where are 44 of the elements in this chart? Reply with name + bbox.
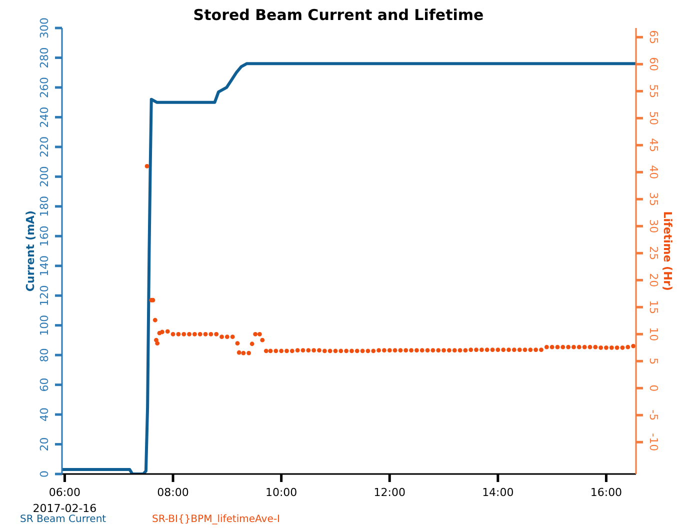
text: 2017-02-16 — [32, 502, 97, 515]
y-tick-label: 100 — [38, 314, 51, 336]
x-tick-label: 10:00 — [265, 486, 298, 499]
y-tick-label: 260 — [38, 76, 51, 98]
y2-tick-label: 60 — [647, 57, 660, 72]
y-axis-title: Current (mA) — [24, 210, 37, 292]
y2-tick-label: 25 — [647, 246, 660, 260]
y2-tick-label: 15 — [647, 300, 660, 314]
x-tick-label: 14:00 — [482, 486, 514, 499]
y-tick-label: 220 — [38, 136, 51, 158]
chart-title: Stored Beam Current and Lifetime — [193, 6, 484, 24]
x-tick-label: 06:00 — [48, 486, 81, 499]
y-tick-label: 300 — [38, 18, 51, 38]
y2-tick-label: 35 — [647, 192, 660, 206]
y-tick-label: 20 — [38, 437, 51, 452]
y2-tick-label: 30 — [647, 219, 660, 234]
y2-axis-title: Lifetime (Hr) — [661, 211, 674, 291]
y2-tick-label: 50 — [647, 111, 660, 126]
y2-tick-label: 55 — [647, 84, 660, 98]
y2-tick-label: 65 — [647, 30, 660, 44]
text: SR-BI{}BPM_lifetimeAve-I — [152, 514, 280, 525]
y-tick-label: 80 — [38, 348, 51, 362]
y-tick-label: 160 — [38, 226, 51, 247]
y2-tick-label: 20 — [647, 273, 660, 288]
y-tick-label: 240 — [38, 106, 51, 128]
y-tick-label: 0 — [38, 470, 51, 478]
y-tick-label: 120 — [38, 285, 51, 306]
y2-tick-label: -10 — [647, 433, 660, 452]
y-tick-label: 40 — [38, 408, 51, 422]
y2-tick-label: 10 — [647, 327, 660, 342]
y2-tick-label: -5 — [647, 410, 660, 421]
y-tick-label: 200 — [38, 166, 51, 188]
y2-tick-label: 0 — [647, 384, 660, 392]
x-tick-label: 12:00 — [374, 486, 406, 499]
x-tick-label: 16:00 — [590, 486, 622, 499]
y-tick-label: 180 — [38, 196, 51, 217]
y2-tick-label: 5 — [647, 358, 660, 365]
y2-tick-label: 45 — [647, 138, 660, 152]
y2-tick-label: 40 — [647, 165, 660, 180]
x-tick-label: 08:00 — [157, 486, 189, 499]
y-tick-label: 140 — [38, 255, 51, 276]
y-tick-label: 60 — [38, 378, 51, 392]
text: SR Beam Current — [20, 514, 106, 525]
y-tick-label: 280 — [38, 47, 51, 68]
